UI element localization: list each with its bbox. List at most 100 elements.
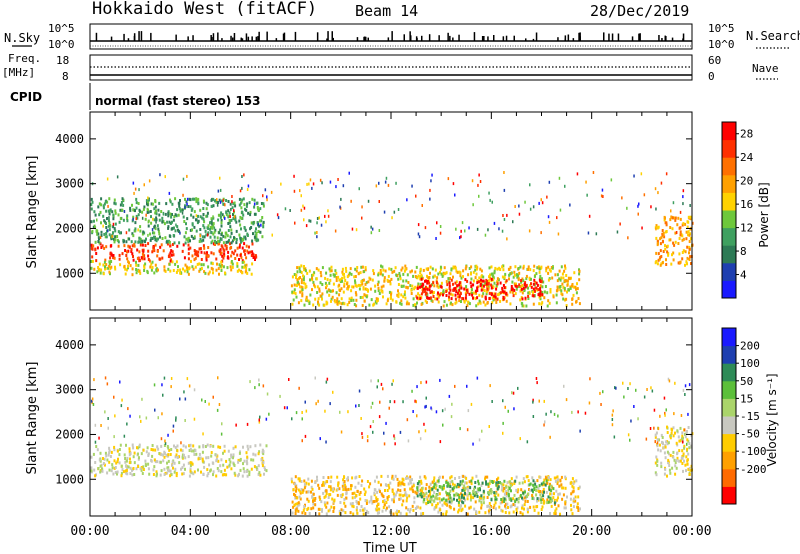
echo-cell — [304, 434, 307, 438]
echo-cell — [458, 498, 461, 502]
echo-cell — [376, 498, 379, 501]
echo-cell — [502, 214, 504, 217]
echo-cell — [424, 487, 427, 491]
echo-cell — [484, 303, 487, 307]
echo-cell — [255, 201, 258, 205]
echo-cell — [304, 267, 307, 271]
echo-cell — [392, 512, 395, 516]
echo-cell — [669, 433, 672, 437]
time-x-axis: 00:00 04:00 08:00 12:00 16:00 20:00 00:00 — [70, 112, 712, 539]
echo-cell — [686, 447, 689, 451]
echo-cell — [158, 460, 161, 464]
echo-cell — [251, 262, 254, 266]
echo-cell — [571, 410, 573, 414]
echo-cell — [314, 481, 317, 484]
echo-cell — [212, 470, 215, 474]
echo-cell — [172, 429, 174, 433]
echo-cell — [140, 466, 143, 469]
echo-cell — [450, 278, 453, 282]
echo-cell — [154, 460, 157, 464]
echo-cell — [351, 492, 354, 496]
echo-cell — [489, 198, 491, 202]
colorbar-segment — [722, 245, 736, 264]
echo-cell — [576, 172, 579, 176]
echo-cell — [181, 466, 184, 470]
echo-cell — [119, 217, 122, 221]
echo-cell — [213, 230, 216, 234]
echo-cell — [176, 456, 179, 459]
echo-cell — [147, 209, 149, 212]
echo-cell — [254, 237, 257, 241]
echo-cell — [415, 505, 418, 509]
echo-cell — [95, 252, 98, 255]
echo-cell — [245, 459, 248, 463]
echo-cell — [416, 284, 419, 288]
echo-cell — [359, 491, 362, 494]
echo-cell — [318, 289, 321, 293]
echo-cell — [398, 480, 401, 484]
echo-cell — [170, 473, 173, 477]
echo-cell — [473, 507, 476, 511]
echo-cell — [358, 492, 361, 496]
echo-cell — [213, 199, 216, 203]
echo-cell — [633, 174, 635, 178]
echo-cell — [403, 293, 406, 297]
echo-cell — [525, 496, 528, 500]
echo-cell — [405, 285, 408, 289]
echo-cell — [497, 476, 500, 480]
echo-cell — [109, 455, 112, 458]
echo-cell — [392, 500, 395, 504]
echo-cell — [397, 483, 400, 487]
echo-cell — [218, 242, 221, 246]
echo-cell — [235, 229, 238, 233]
echo-cell — [155, 268, 158, 272]
echo-cell — [201, 216, 204, 220]
echo-cell — [137, 465, 140, 468]
echo-cell — [666, 244, 669, 248]
echo-cell — [237, 460, 240, 464]
echo-cell — [223, 449, 226, 453]
echo-cell — [318, 495, 321, 499]
echo-cell — [326, 278, 329, 282]
echo-cell — [94, 247, 97, 251]
echo-cell — [541, 291, 544, 294]
echo-cell — [240, 201, 242, 205]
echo-cell — [103, 202, 106, 206]
echo-cell — [482, 489, 485, 493]
echo-cell — [195, 229, 198, 233]
echo-cell — [578, 485, 581, 489]
echo-cell — [466, 497, 469, 501]
echo-cell — [146, 203, 149, 207]
echo-cell — [491, 480, 494, 483]
echo-cell — [305, 481, 308, 485]
echo-cell — [481, 429, 483, 433]
echo-cell — [571, 297, 574, 301]
echo-cell — [294, 475, 297, 479]
echo-cell — [101, 467, 103, 471]
y-tick-label: 2000 — [55, 221, 84, 235]
echo-cell — [511, 280, 514, 284]
colorbar-segment — [722, 227, 736, 246]
echo-cell — [686, 442, 688, 446]
echo-cell — [232, 213, 234, 216]
echo-cell — [429, 482, 432, 486]
echo-cell — [488, 291, 491, 295]
echo-cell — [299, 270, 302, 274]
echo-cell — [527, 479, 530, 483]
echo-cell — [205, 201, 208, 205]
echo-cell — [365, 509, 368, 513]
echo-cell — [516, 490, 519, 494]
echo-cell — [258, 418, 260, 422]
echo-cell — [533, 264, 536, 268]
echo-cell — [494, 507, 497, 511]
echo-cell — [506, 213, 508, 217]
echo-cell — [295, 283, 298, 287]
echo-cell — [299, 189, 301, 193]
echo-cell — [422, 493, 425, 497]
echo-cell — [417, 485, 420, 489]
echo-cell — [505, 299, 508, 303]
echo-cell — [478, 280, 480, 284]
echo-cell — [417, 223, 420, 227]
echo-cell — [548, 476, 550, 480]
echo-cell — [328, 508, 331, 512]
